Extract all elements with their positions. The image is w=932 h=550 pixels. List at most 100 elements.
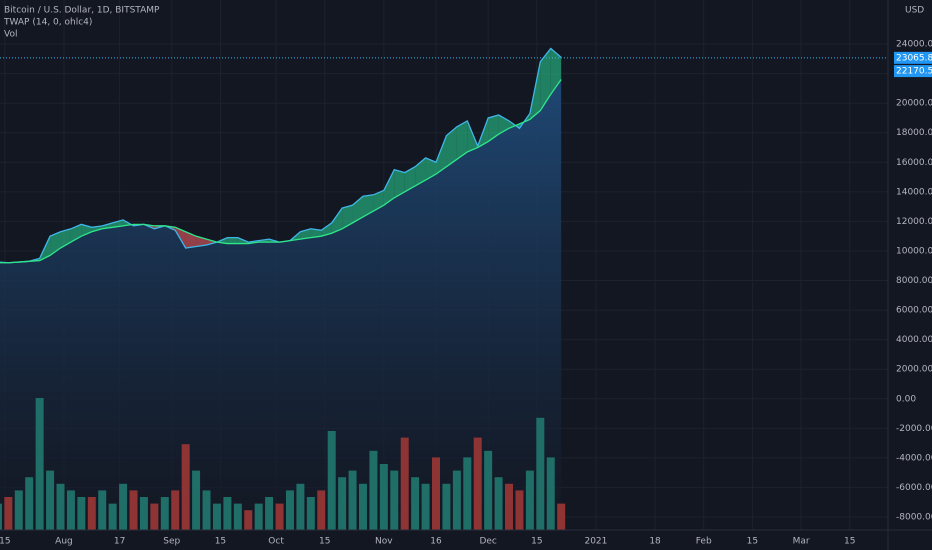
y-tick-label: -4000.00 [896, 453, 932, 463]
y-tick-label: 16000.00 [896, 158, 932, 168]
volume-bar [338, 477, 347, 530]
volume-bar [254, 503, 263, 530]
volume-bar [181, 444, 190, 530]
volume-bar [536, 417, 545, 530]
price-label-box [894, 65, 932, 78]
volume-bar [66, 490, 75, 530]
volume-bar [35, 398, 44, 530]
currency-label: USD [905, 6, 924, 16]
volume-bar [421, 483, 430, 530]
volume-bar [4, 497, 13, 530]
spread-fill [362, 194, 374, 217]
y-tick-label: 14000.00 [896, 187, 932, 197]
volume-bar [358, 483, 367, 530]
volume-bar [379, 464, 388, 530]
volume-bar [87, 497, 96, 530]
x-tick-label: 15 [319, 537, 330, 547]
volume-bar [327, 431, 336, 530]
volume-bar [98, 490, 107, 530]
indicator-name: TWAP (14, 0, ohlc4) [3, 18, 92, 28]
volume-bar [202, 490, 211, 530]
volume-bar [0, 503, 2, 530]
volume-bar [46, 470, 55, 530]
spread-fill [321, 222, 332, 237]
volume-bar [546, 457, 555, 530]
spread-fill [185, 231, 197, 249]
volume-bar [129, 490, 138, 530]
spread-fill [383, 169, 395, 206]
y-tick-label: 0.00 [896, 394, 916, 404]
volume-bar [525, 470, 534, 530]
y-tick-label: 12000.00 [896, 217, 932, 227]
spread-fill [404, 166, 416, 192]
volume-bar [275, 503, 284, 530]
y-tick-label: 18000.00 [896, 128, 932, 138]
spread-fill [342, 205, 353, 229]
volume-bar [25, 477, 34, 530]
x-tick-label: Sep [163, 537, 180, 547]
y-tick-label: 10000.00 [896, 246, 932, 256]
volume-bar [452, 470, 461, 530]
y-tick-label: 8000.00 [896, 276, 932, 286]
volume-bar [442, 483, 451, 530]
volume-bar [348, 470, 357, 530]
price-label: 23065.85 [896, 53, 932, 63]
x-tick-label: Aug [55, 537, 73, 547]
spread-fill [310, 228, 322, 238]
volume-bar [515, 490, 524, 530]
volume-name: Vol [4, 30, 17, 40]
volume-bar [119, 483, 128, 530]
volume-bar [233, 503, 242, 530]
y-tick-label: 20000.00 [896, 99, 932, 109]
volume-bar [244, 510, 253, 530]
spread-fill [227, 237, 238, 244]
spread-fill [70, 224, 82, 243]
x-tick-label: 15 [215, 537, 226, 547]
spread-fill [425, 157, 437, 181]
spread-fill [206, 239, 217, 246]
volume-bar [223, 497, 232, 530]
volume-bar [171, 490, 180, 530]
volume-bar [108, 503, 117, 530]
volume-bar [285, 490, 294, 530]
spread-fill [436, 135, 447, 175]
price-label-box [894, 51, 932, 64]
volume-bar [400, 437, 409, 530]
volume-bar [14, 490, 23, 530]
y-tick-label: 4000.00 [896, 335, 932, 345]
price-label: 22170.50 [896, 67, 932, 77]
volume-bar [139, 497, 148, 530]
x-tick-label: Mar [793, 537, 810, 547]
volume-bar [160, 497, 169, 530]
volume-bar [77, 497, 86, 530]
x-tick-label: 15 [0, 537, 11, 547]
volume-bar [411, 477, 420, 530]
x-tick-label: 16 [430, 537, 442, 547]
volume-bar [494, 477, 503, 530]
volume-bar [473, 437, 482, 530]
volume-bar [150, 503, 159, 530]
spread-fill [112, 219, 124, 228]
x-tick-label: 15 [747, 537, 758, 547]
spread-fill [352, 196, 363, 223]
spread-fill [456, 120, 468, 160]
x-tick-label: Dec [479, 537, 496, 547]
volume-bar [432, 457, 441, 530]
volume-bar [390, 470, 399, 530]
volume-bar [317, 490, 326, 530]
spread-fill [81, 224, 92, 237]
volume-bar [463, 457, 472, 530]
volume-bar [192, 470, 201, 530]
volume-bar [484, 450, 493, 530]
x-tick-label: Oct [268, 537, 284, 547]
volume-bar [505, 483, 514, 530]
x-tick-label: 15 [844, 537, 855, 547]
volume-bar [557, 503, 566, 530]
volume-bar [306, 497, 315, 530]
spread-fill [394, 169, 405, 198]
x-tick-label: 2021 [584, 537, 607, 547]
y-tick-label: 6000.00 [896, 306, 932, 316]
x-tick-label: Feb [696, 537, 712, 547]
x-tick-label: Nov [375, 537, 393, 547]
volume-bar [369, 450, 378, 530]
